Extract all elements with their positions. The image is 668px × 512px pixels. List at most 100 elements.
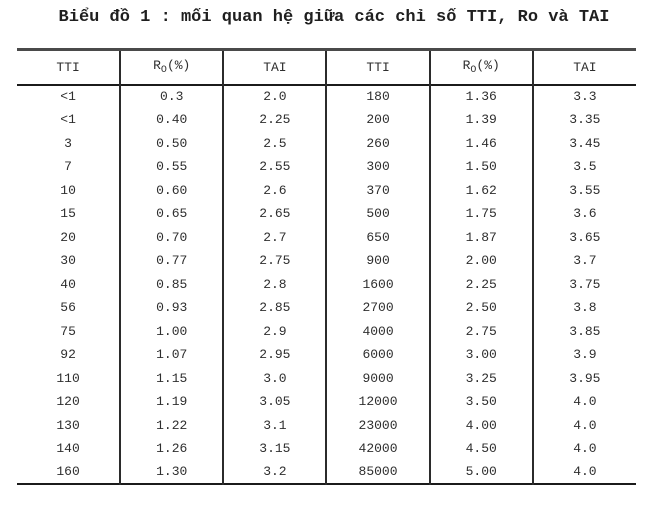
column-header: TTI bbox=[325, 49, 430, 85]
table-cell: 2.75 bbox=[222, 249, 327, 273]
table-cell: 3.3 bbox=[531, 84, 636, 108]
table-cell: 4.0 bbox=[531, 460, 636, 484]
table-cell: 0.3 bbox=[119, 84, 224, 108]
column-header-base: R bbox=[153, 58, 161, 74]
table-cell: 85000 bbox=[325, 460, 430, 484]
table-cell: 3.9 bbox=[531, 343, 636, 367]
table-cell: 30 bbox=[60, 253, 76, 269]
table-cell: 2.55 bbox=[222, 155, 327, 179]
tti-ro-tai-table: TTI RO(%) TAI TTI RO(%) TAI <1 0.3 2.0 180 1.36 3.… bbox=[17, 48, 636, 485]
table-cell: 900 bbox=[325, 249, 430, 273]
column-header-subscript: O bbox=[160, 65, 167, 77]
table-cell: 4.0 bbox=[531, 390, 636, 414]
table-cell: 300 bbox=[325, 155, 430, 179]
table-cell: 12000 bbox=[325, 390, 430, 414]
table-cell: 1.39 bbox=[428, 108, 533, 132]
table-cell: 160 bbox=[56, 464, 80, 480]
table-cell: <1 bbox=[60, 112, 76, 128]
table-row: 75 1.00 2.9 4000 2.75 3.85 bbox=[17, 319, 636, 343]
table-cell: 2.50 bbox=[428, 296, 533, 320]
table-cell: 3.75 bbox=[531, 272, 636, 296]
table-header-row: TTI RO(%) TAI TTI RO(%) TAI bbox=[17, 49, 636, 85]
table-cell: 2.25 bbox=[428, 272, 533, 296]
table-cell: 1.22 bbox=[119, 413, 224, 437]
table-cell: 23000 bbox=[325, 413, 430, 437]
table-row: 3 0.50 2.5 260 1.46 3.45 bbox=[17, 131, 636, 155]
table-cell: 0.85 bbox=[119, 272, 224, 296]
table-cell: 3.65 bbox=[531, 225, 636, 249]
table-row: 56 0.93 2.85 2700 2.50 3.8 bbox=[17, 296, 636, 320]
table-cell: 3 bbox=[64, 135, 72, 151]
table-cell: 7 bbox=[64, 159, 72, 175]
table-cell: 1.00 bbox=[119, 319, 224, 343]
table-cell: <1 bbox=[60, 89, 76, 105]
table-row: 40 0.85 2.8 1600 2.25 3.75 bbox=[17, 272, 636, 296]
table-cell: 0.50 bbox=[119, 131, 224, 155]
table-cell: 3.50 bbox=[428, 390, 533, 414]
table-cell: 140 bbox=[56, 441, 80, 457]
table-cell: 3.00 bbox=[428, 343, 533, 367]
table-cell: 0.40 bbox=[119, 108, 224, 132]
table-cell: 6000 bbox=[325, 343, 430, 367]
table-row: 10 0.60 2.6 370 1.62 3.55 bbox=[17, 178, 636, 202]
table-cell: 2.00 bbox=[428, 249, 533, 273]
table-cell: 4.00 bbox=[428, 413, 533, 437]
column-header-subscript: O bbox=[470, 65, 477, 77]
table-cell: 0.77 bbox=[119, 249, 224, 273]
table-row: 120 1.19 3.05 12000 3.50 4.0 bbox=[17, 390, 636, 414]
table-cell: 260 bbox=[325, 131, 430, 155]
table-cell: 3.95 bbox=[531, 366, 636, 390]
column-header: TTI bbox=[56, 59, 80, 75]
table-cell: 3.85 bbox=[531, 319, 636, 343]
table-cell: 20 bbox=[60, 229, 76, 245]
table-cell: 650 bbox=[325, 225, 430, 249]
table-cell: 130 bbox=[56, 417, 80, 433]
column-header: RO(%) bbox=[428, 49, 533, 85]
table-cell: 3.0 bbox=[222, 366, 327, 390]
table-cell: 180 bbox=[325, 84, 430, 108]
table-cell: 56 bbox=[60, 300, 76, 316]
column-header-suffix: (%) bbox=[166, 58, 191, 74]
table-body: <1 0.3 2.0 180 1.36 3.3 <1 0.40 2.25 200 1.39 3.35 3… bbox=[17, 84, 636, 484]
table-row: 7 0.55 2.55 300 1.50 3.5 bbox=[17, 155, 636, 179]
table-cell: 92 bbox=[60, 347, 76, 363]
table-row: 92 1.07 2.95 6000 3.00 3.9 bbox=[17, 343, 636, 367]
table-cell: 500 bbox=[325, 202, 430, 226]
table-cell: 3.25 bbox=[428, 366, 533, 390]
table-row: 110 1.15 3.0 9000 3.25 3.95 bbox=[17, 366, 636, 390]
table-cell: 3.35 bbox=[531, 108, 636, 132]
table-cell: 110 bbox=[56, 370, 80, 386]
table-cell: 2.75 bbox=[428, 319, 533, 343]
table-row: 30 0.77 2.75 900 2.00 3.7 bbox=[17, 249, 636, 273]
table-cell: 2.0 bbox=[222, 84, 327, 108]
table-header: TTI RO(%) TAI TTI RO(%) TAI bbox=[17, 49, 636, 85]
table-cell: 1.36 bbox=[428, 84, 533, 108]
table-cell: 1.15 bbox=[119, 366, 224, 390]
page-title: Biểu đồ 1 : mối quan hệ giữa các chỉ số … bbox=[58, 8, 610, 27]
column-header: TAI bbox=[531, 49, 636, 85]
table-cell: 3.05 bbox=[222, 390, 327, 414]
table-cell: 200 bbox=[325, 108, 430, 132]
table-cell: 2.25 bbox=[222, 108, 327, 132]
table-cell: 15 bbox=[60, 206, 76, 222]
table-row: <1 0.3 2.0 180 1.36 3.3 bbox=[17, 84, 636, 108]
table-row: 160 1.30 3.2 85000 5.00 4.0 bbox=[17, 460, 636, 484]
table-row: 140 1.26 3.15 42000 4.50 4.0 bbox=[17, 437, 636, 461]
table-cell: 42000 bbox=[325, 437, 430, 461]
table-cell: 3.55 bbox=[531, 178, 636, 202]
table-cell: 5.00 bbox=[428, 460, 533, 484]
table-cell: 1.30 bbox=[119, 460, 224, 484]
table-cell: 0.65 bbox=[119, 202, 224, 226]
table-cell: 1.50 bbox=[428, 155, 533, 179]
table-cell: 3.6 bbox=[531, 202, 636, 226]
table-cell: 2.9 bbox=[222, 319, 327, 343]
table-cell: 1.75 bbox=[428, 202, 533, 226]
table-cell: 1.07 bbox=[119, 343, 224, 367]
table-cell: 2.6 bbox=[222, 178, 327, 202]
table-cell: 9000 bbox=[325, 366, 430, 390]
table-cell: 3.2 bbox=[222, 460, 327, 484]
table-cell: 40 bbox=[60, 276, 76, 292]
column-header-base: R bbox=[462, 58, 471, 74]
table-cell: 4.0 bbox=[531, 413, 636, 437]
table-cell: 370 bbox=[325, 178, 430, 202]
